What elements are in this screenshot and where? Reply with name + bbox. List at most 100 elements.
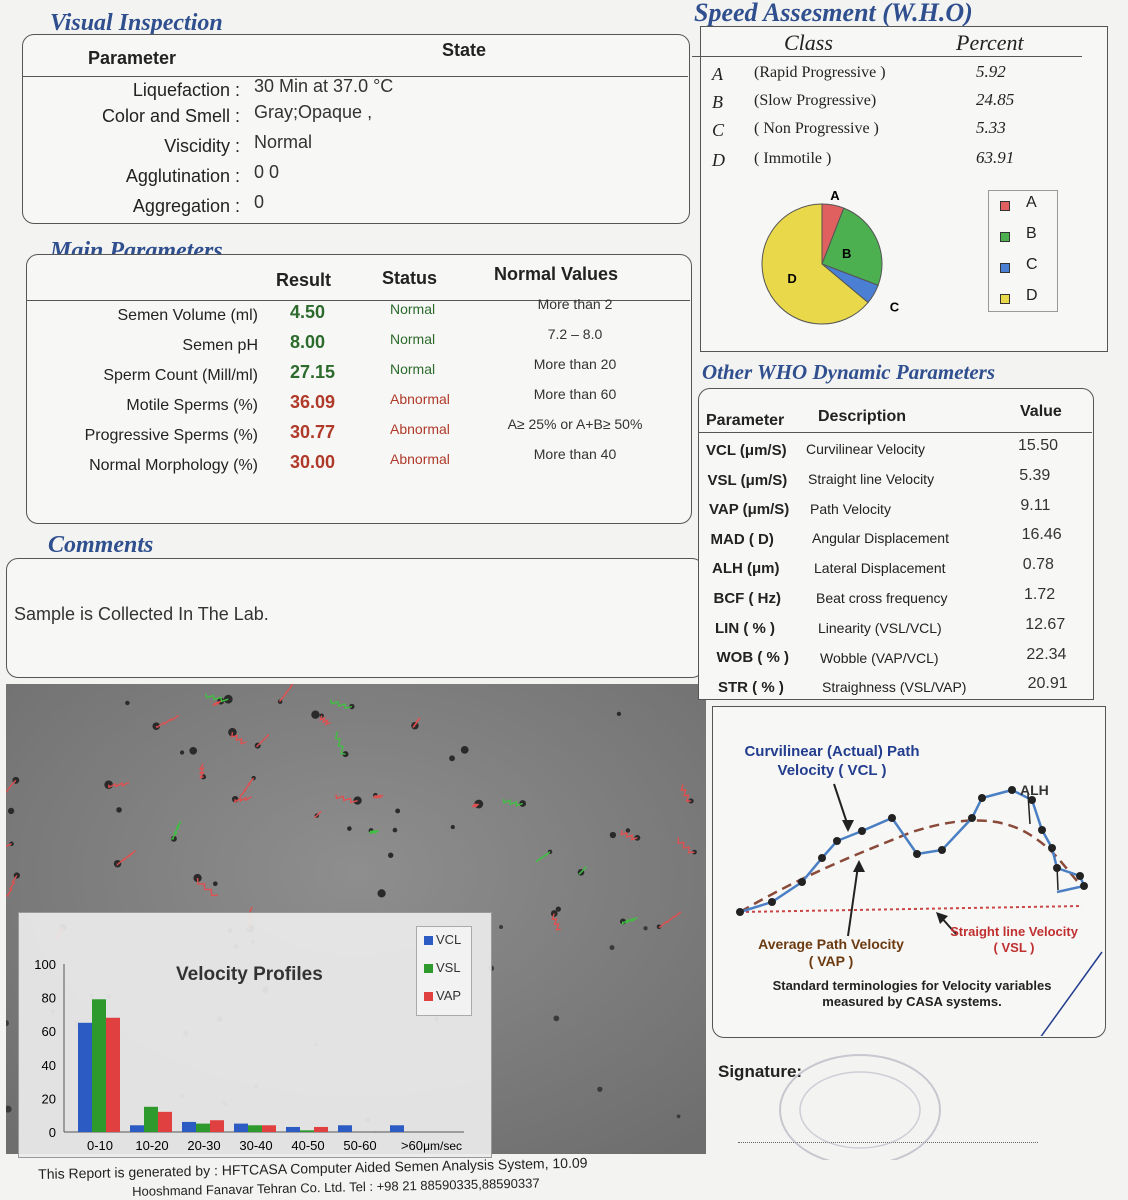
pie-label-a: A (830, 188, 840, 203)
visual-row-label: Viscidity : (164, 136, 240, 156)
visual-col-parameter: Parameter (88, 48, 177, 68)
main-row-label: Semen pH (182, 337, 258, 354)
vcl-label-line1: Curvilinear (Actual) Path (744, 743, 920, 760)
visual-inspection-box (22, 34, 690, 224)
pie-label-b: B (842, 246, 851, 261)
main-row-result: 8.00 (290, 332, 326, 352)
main-row-label: Normal Morphology (%) (89, 457, 258, 474)
who-row-value: 16.46 (1021, 526, 1062, 544)
legend-swatch-a (1000, 201, 1010, 211)
main-row-result: 36.09 (290, 392, 336, 412)
velocity-bar-vsl (300, 1130, 314, 1132)
who-row-value: 15.50 (1018, 437, 1059, 454)
velocity-bar-vap (106, 1017, 120, 1132)
main-row-status: Abnormal (390, 451, 450, 467)
legend-label-a: A (1026, 194, 1037, 211)
footer-line2: Hooshmand Fanavar Tehran Co. Ltd. Tel : … (132, 1175, 540, 1199)
velocity-bar-vap (158, 1111, 172, 1132)
stamp (779, 1054, 941, 1160)
main-row-normal: More than 60 (533, 386, 617, 402)
visual-row-value: 0 0 (254, 162, 280, 182)
speed-row-letter: B (712, 92, 723, 112)
legend-label-c: C (1026, 256, 1038, 273)
who-row-param: LIN ( % ) (715, 619, 775, 637)
velocity-chart-title: Velocity Profiles (176, 964, 323, 985)
legend-swatch-d (1000, 294, 1010, 304)
main-row-status: Normal (390, 361, 436, 377)
main-row-result: 4.50 (290, 302, 326, 322)
velocity-legend-label-vap: VAP (436, 988, 462, 1003)
comments-title: Comments (48, 532, 154, 558)
who-row-desc: Wobble (VAP/VCL) (820, 649, 939, 666)
who-row-desc: Beat cross frequency (816, 590, 948, 606)
legend-label-d: D (1026, 287, 1038, 304)
legend-swatch-b (1000, 232, 1010, 242)
velocity-ytick: 20 (42, 1091, 56, 1106)
main-col-normal: Normal Values (494, 264, 619, 284)
pie-slice-d (761, 203, 869, 325)
main-row-normal: More than 40 (533, 446, 617, 462)
vap-label-line2: ( VAP ) (808, 953, 854, 969)
speed-title: Speed Assesment (W.H.O) (694, 0, 973, 27)
velocity-ytick: 80 (42, 991, 56, 1006)
vsl-label-line2: ( VSL ) (993, 940, 1035, 955)
velocity-xtick: 10-20 (135, 1138, 168, 1153)
who-row-desc: Angular Displacement (812, 530, 949, 547)
signature-line (738, 1142, 1038, 1143)
who-row-value: 20.91 (1027, 675, 1068, 693)
velocity-bar-vsl (248, 1125, 262, 1132)
speed-row-percent: 5.33 (976, 118, 1006, 137)
main-col-result: Result (276, 270, 332, 290)
who-row-value: 1.72 (1024, 586, 1056, 603)
visual-row-label: Agglutination : (125, 166, 240, 186)
visual-col-state: State (442, 40, 487, 60)
casa-caption-line1: Standard terminologies for Velocity vari… (772, 978, 1052, 993)
velocity-bar-vap (210, 1120, 224, 1132)
comments-box (6, 558, 704, 678)
visual-inspection-title: Visual Inspection (50, 10, 223, 36)
legend-label-b: B (1026, 225, 1037, 242)
velocity-legend-label-vsl: VSL (436, 960, 461, 975)
velocity-xtick: 50-60 (343, 1138, 376, 1153)
comments-text: Sample is Collected In The Lab. (14, 604, 269, 624)
velocity-bar-vcl (234, 1123, 248, 1132)
visual-row-value: 0 (254, 192, 265, 212)
main-row-label: Motile Sperms (%) (126, 397, 258, 414)
speed-col-class: Class (784, 30, 833, 55)
who-row-param: VAP (μm/S) (709, 501, 790, 519)
who-row-value: 5.39 (1019, 466, 1051, 484)
signature-label: Signature: (718, 1062, 803, 1081)
velocity-xtick: 0-10 (87, 1138, 113, 1153)
who-row-param: VSL (μm/S) (707, 471, 788, 489)
main-row-normal: A≥ 25% or A+B≥ 50% (507, 416, 643, 432)
main-row-normal: More than 2 (537, 296, 613, 312)
velocity-bar-vcl (390, 1125, 404, 1132)
speed-col-percent: Percent (956, 30, 1024, 55)
alh-label: ALH (1020, 782, 1049, 798)
velocity-xtick: 30-40 (239, 1138, 272, 1153)
who-row-desc: Linearity (VSL/VCL) (818, 619, 942, 636)
speed-row-percent: 24.85 (976, 90, 1015, 109)
who-col-value: Value (1020, 403, 1062, 420)
velocity-bar-vcl (182, 1121, 196, 1132)
main-parameters-box (26, 254, 692, 524)
vcl-label: Curvilinear (Actual) Path Velocity ( VCL… (744, 742, 920, 780)
velocity-xtick: 40-50 (291, 1138, 324, 1153)
pie-slice-b (821, 207, 883, 286)
vap-label-line1: Average Path Velocity (758, 936, 904, 952)
main-row-result: 30.77 (290, 422, 336, 442)
velocity-xtick: >60 (401, 1138, 423, 1153)
casa-caption: Standard terminologies for Velocity vari… (742, 978, 1082, 1010)
who-row-desc: Straight line Velocity (808, 470, 935, 487)
velocity-legend-swatch-vap (424, 992, 433, 1001)
visual-row-value: Normal (254, 132, 313, 152)
who-col-description: Description (818, 408, 907, 425)
casa-diagram-box (712, 706, 1106, 1038)
who-row-value: 22.34 (1026, 645, 1067, 663)
speed-row-name: ( Non Progressive ) (754, 120, 879, 137)
velocity-legend-swatch-vsl (424, 964, 433, 973)
vcl-label-line2: Velocity ( VCL ) (777, 762, 887, 779)
visual-row-value: 30 Min at 37.0 °C (254, 76, 394, 96)
velocity-legend-label-vcl: VCL (436, 932, 462, 947)
velocity-ytick: 60 (42, 1024, 56, 1039)
